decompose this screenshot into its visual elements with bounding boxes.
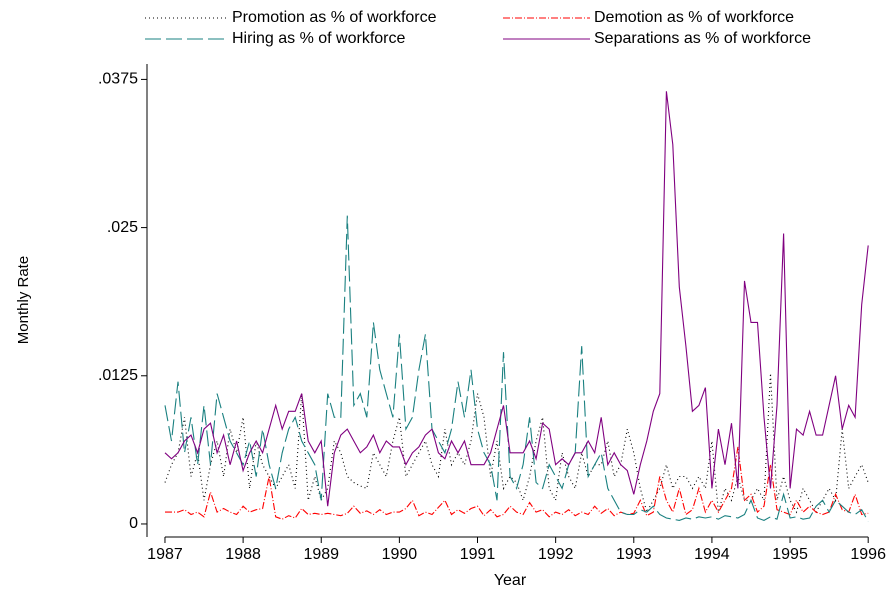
legend-label: Separations as % of workforce <box>594 30 811 47</box>
x-tick-label: 1995 <box>772 546 808 563</box>
series-line <box>164 215 869 522</box>
x-tick-label: 1996 <box>850 546 886 563</box>
x-tick-label: 1991 <box>460 546 496 563</box>
series-line <box>164 91 869 507</box>
y-tick-label: .025 <box>107 219 138 236</box>
y-tick-label: .0375 <box>98 71 138 88</box>
legend-label: Hiring as % of workforce <box>232 30 405 47</box>
y-tick-label: .0125 <box>98 367 138 384</box>
x-tick-label: 1992 <box>538 546 574 563</box>
x-tick-label: 1993 <box>616 546 652 563</box>
series-line <box>165 446 869 520</box>
legend-label: Demotion as % of workforce <box>594 9 794 26</box>
x-tick-label: 1990 <box>382 546 418 563</box>
y-axis-label: Monthly Rate <box>15 256 32 344</box>
x-tick-label: 1987 <box>147 546 183 563</box>
x-tick-label: 1989 <box>303 546 339 563</box>
x-tick-label: 1988 <box>225 546 261 563</box>
x-axis-label: Year <box>494 572 527 589</box>
x-tick-label: 1994 <box>694 546 730 563</box>
legend-label: Promotion as % of workforce <box>232 9 437 26</box>
y-tick-label: 0 <box>129 515 138 532</box>
